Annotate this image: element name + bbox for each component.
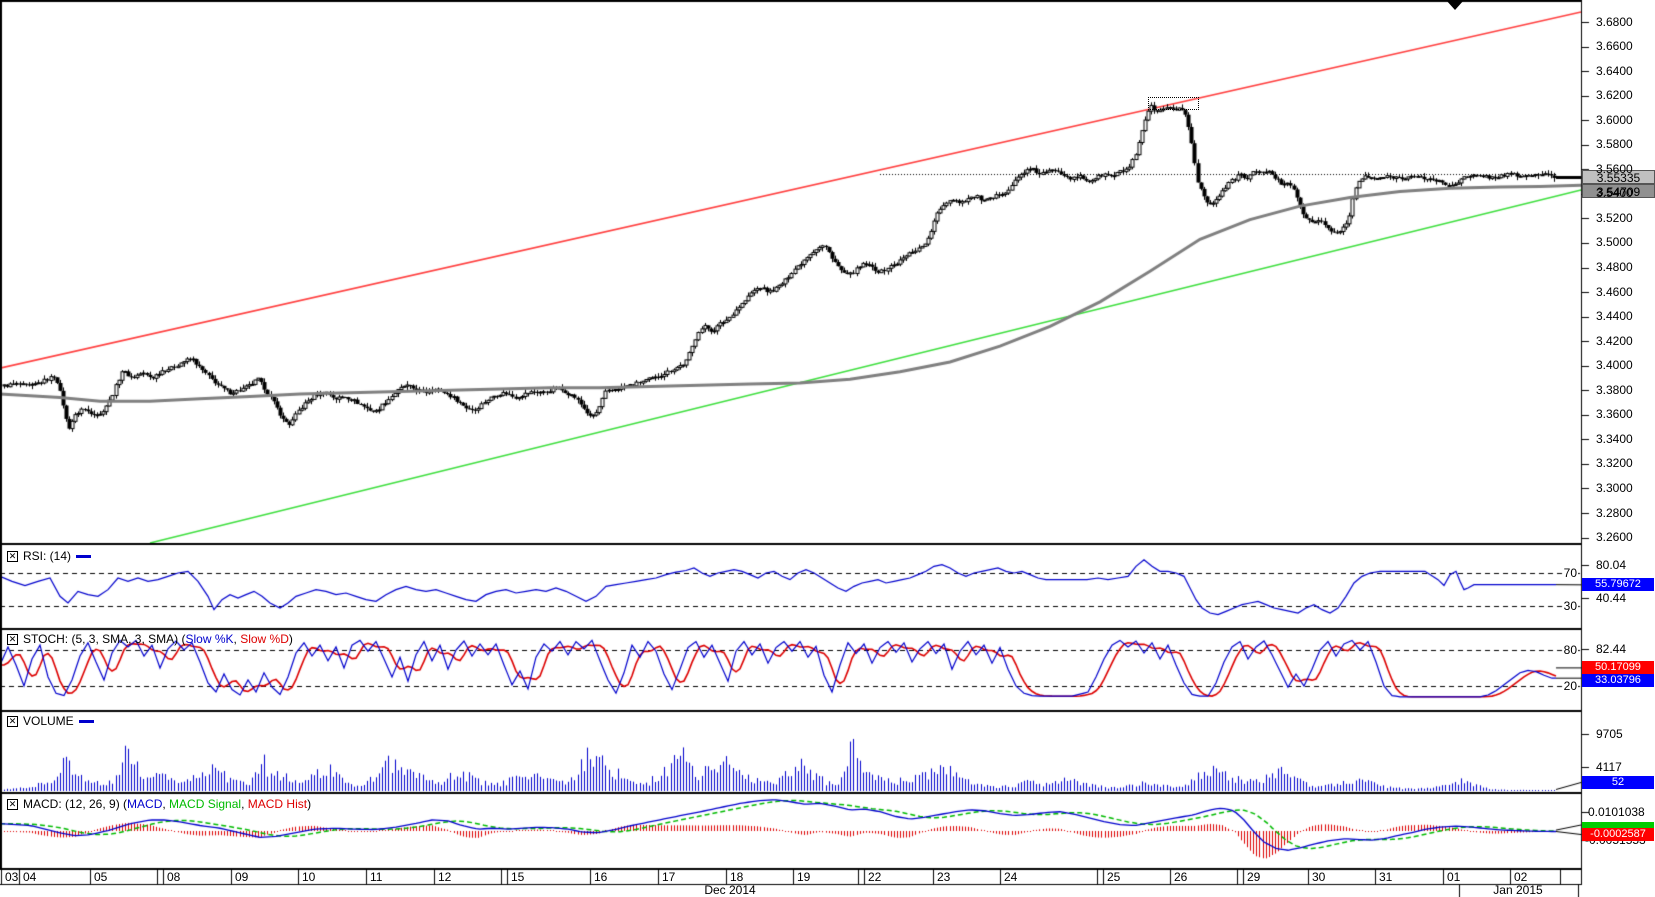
volume-scale-low: 4117 (1596, 759, 1622, 774)
macd-checkbox-icon[interactable]: ✕ (7, 798, 18, 810)
rsi-level-30-label: 30 (1562, 599, 1578, 614)
month-label: Dec 2014 (704, 883, 756, 897)
macd-hist-value-box: -0.0002587 (1582, 828, 1654, 841)
price-tick-label: 3.5200 (1596, 210, 1633, 225)
macd-label-text: MACD: (12, 26, 9) (MACD, MACD Signal, MA… (23, 797, 312, 811)
volume-checkbox-icon[interactable]: ✕ (7, 715, 18, 727)
day-label: 02 (1514, 870, 1528, 884)
price-tick-label: 3.5800 (1596, 137, 1633, 152)
price-tick-label: 3.5000 (1596, 235, 1633, 250)
price-tick-label: 3.5600 (1596, 161, 1633, 176)
macd-scale-high: 0.0101038 (1588, 805, 1645, 820)
rsi-label-text: RSI: (14) (23, 549, 72, 563)
price-tick-label: 3.3400 (1596, 431, 1633, 446)
day-label: 30 (1312, 870, 1326, 884)
dotted-annotation-box (1148, 96, 1199, 110)
price-tick-label: 3.3600 (1596, 407, 1633, 422)
stoch-k-value-box: 33.03796 (1582, 673, 1654, 687)
rsi-level-70-label: 70 (1562, 565, 1578, 580)
day-label: 31 (1379, 870, 1393, 884)
day-label: 17 (662, 870, 676, 884)
price-tick-label: 3.6800 (1596, 14, 1633, 29)
volume-label-text: VOLUME (23, 714, 74, 728)
price-tick-label: 3.4800 (1596, 260, 1633, 274)
macd-panel-label: ✕ MACD: (12, 26, 9) (MACD, MACD Signal, … (7, 797, 311, 811)
day-label: 15 (511, 870, 525, 884)
volume-scale-high: 9705 (1596, 726, 1623, 741)
day-label: 23 (937, 870, 951, 884)
day-label: 29 (1247, 870, 1261, 884)
day-label: 19 (797, 870, 811, 884)
bid-price-box: 3.55335 (1582, 169, 1655, 185)
stoch-panel-label: ✕ STOCH: (5, 3, SMA, 3, SMA) (Slow %K, S… (7, 632, 293, 646)
stoch-level-80-label: 80 (1562, 643, 1578, 657)
rsi-scale-low: 40.44 (1596, 590, 1627, 605)
price-tick-label: 3.4000 (1596, 358, 1633, 373)
price-tick-label: 3.3800 (1596, 382, 1633, 397)
price-tick-label: 3.3000 (1596, 480, 1633, 495)
stoch-checkbox-icon[interactable]: ✕ (7, 633, 18, 645)
stoch-scale-high: 82.44 (1596, 641, 1627, 656)
day-label: 05 (94, 870, 108, 884)
day-label: 24 (1004, 870, 1018, 884)
price-tick-label: 3.5400 (1596, 186, 1633, 201)
stoch-label-text: STOCH: (5, 3, SMA, 3, SMA) (Slow %K, Slo… (23, 632, 293, 646)
volume-line-swatch-icon (78, 719, 94, 723)
day-label: 03 (5, 870, 19, 884)
volume-panel-label: ✕ VOLUME (7, 714, 94, 728)
day-label: 10 (302, 870, 316, 884)
day-label: 12 (438, 870, 452, 884)
price-tick-label: 3.4200 (1596, 333, 1633, 348)
day-label: 04 (23, 870, 37, 884)
rsi-checkbox-icon[interactable]: ✕ (7, 550, 18, 562)
day-label: 09 (235, 870, 249, 884)
rsi-scale-high: 80.04 (1596, 557, 1627, 572)
stoch-d-value-box: 50.17099 (1582, 660, 1654, 674)
rsi-value-box: 55.79672 (1582, 578, 1654, 592)
price-tick-label: 3.2600 (1596, 530, 1633, 545)
price-tick-label: 3.3200 (1596, 456, 1633, 471)
price-tick-label: 3.6400 (1596, 63, 1633, 78)
down-arrow-icon (1446, 0, 1464, 10)
price-tick-label: 3.2800 (1596, 505, 1633, 520)
month-label: Jan 2015 (1493, 883, 1543, 897)
macd-signal-value-box (1582, 821, 1654, 828)
day-label: 01 (1447, 870, 1461, 884)
stoch-level-20-label: 20 (1562, 679, 1578, 693)
price-tick-label: 3.4400 (1596, 309, 1633, 324)
day-label: 26 (1174, 870, 1188, 884)
price-tick-label: 3.6200 (1596, 88, 1633, 103)
day-label: 16 (594, 870, 608, 884)
day-label: 08 (167, 870, 181, 884)
volume-value-box: 52 (1582, 776, 1654, 789)
day-label: 22 (868, 870, 882, 884)
ma-price-box: 3.54709 (1582, 183, 1655, 199)
day-label: 18 (730, 870, 744, 884)
price-tick-label: 3.6000 (1596, 112, 1633, 127)
price-tick-label: 3.4600 (1596, 284, 1633, 299)
rsi-panel-label: ✕ RSI: (14) (7, 549, 92, 563)
day-label: 25 (1107, 870, 1121, 884)
rsi-line-swatch-icon (76, 554, 92, 558)
day-label: 11 (370, 870, 383, 884)
price-tick-label: 3.6600 (1596, 39, 1633, 54)
